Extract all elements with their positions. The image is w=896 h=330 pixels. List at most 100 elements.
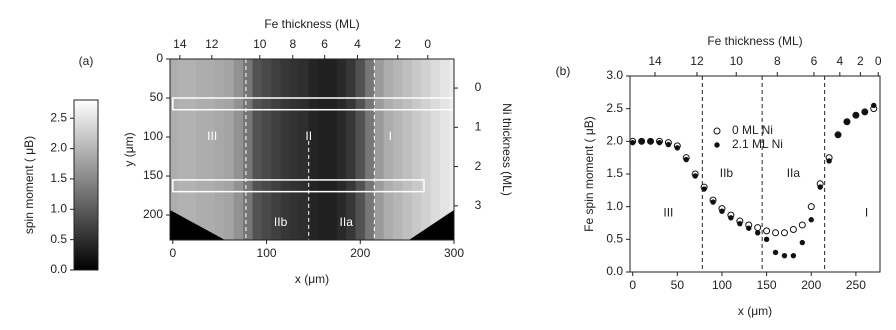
region-label: IIa <box>340 215 354 229</box>
data-point <box>755 231 759 235</box>
region-label: IIa <box>787 166 801 180</box>
data-point <box>639 139 643 143</box>
region-label: III <box>207 129 217 143</box>
data-point <box>781 230 787 236</box>
x2-axis-label: Fe thickness (ML) <box>707 34 802 48</box>
x2-tick-label: 0 <box>875 54 882 68</box>
x2-axis-label: Fe thickness (ML) <box>264 17 359 31</box>
x-tick-label: 150 <box>757 278 777 292</box>
heat-cell <box>374 59 384 240</box>
heat-cell <box>281 59 291 240</box>
plot-frame <box>630 76 880 272</box>
heat-cell <box>224 59 234 240</box>
heat-cell <box>252 59 262 240</box>
data-point <box>729 216 733 220</box>
y-tick-label: 3.0 <box>606 68 623 82</box>
y2-tick-label: 3 <box>475 198 482 212</box>
x2-tick-label: 4 <box>354 37 361 51</box>
x2-tick-label: 14 <box>173 37 187 51</box>
x2-tick-label: 12 <box>205 37 219 51</box>
data-point <box>845 120 849 124</box>
y-tick-label: 50 <box>150 90 164 104</box>
region-label: I <box>389 129 392 143</box>
x-tick-label: 0 <box>169 246 176 260</box>
y-axis-label: y (μm) <box>122 132 136 166</box>
data-point <box>836 133 840 137</box>
legend-label: 2.1 ML Ni <box>732 137 783 151</box>
data-point <box>738 221 742 225</box>
heat-cell <box>290 59 300 240</box>
x-axis-label: x (μm) <box>295 272 329 286</box>
x2-tick-label: 10 <box>730 54 744 68</box>
heat-cell <box>215 59 225 240</box>
x-tick-label: 0 <box>629 278 636 292</box>
heat-cell <box>309 59 319 240</box>
colorbar <box>74 100 98 270</box>
colorbar-tick-label: 2.0 <box>50 141 67 155</box>
panel-label: (b) <box>556 64 571 78</box>
data-point <box>764 228 770 234</box>
colorbar-label: spin moment ( μB) <box>22 136 36 234</box>
y-tick-label: 100 <box>143 129 163 143</box>
heat-cell <box>299 59 309 240</box>
x-tick-label: 50 <box>671 278 685 292</box>
x-tick-label: 300 <box>444 246 464 260</box>
legend-label: 0 ML Ni <box>732 123 773 137</box>
data-point <box>872 103 876 107</box>
heat-cell <box>243 59 253 240</box>
data-point <box>818 185 822 189</box>
data-point <box>773 250 777 254</box>
data-point <box>720 209 724 213</box>
y-tick-label: 150 <box>143 168 163 182</box>
heat-cell <box>346 59 356 240</box>
panel-label: (a) <box>79 54 94 68</box>
heat-cell <box>206 59 216 240</box>
data-point <box>675 146 679 150</box>
colorbar-tick-label: 0.5 <box>50 232 67 246</box>
heat-cell <box>365 59 375 240</box>
data-point <box>666 142 670 146</box>
y-tick-label: 200 <box>143 207 163 221</box>
x-axis-label: x (μm) <box>738 304 772 318</box>
heat-cell <box>271 59 281 240</box>
heat-cell <box>234 59 244 240</box>
heat-cell <box>356 59 366 240</box>
data-point <box>747 226 751 230</box>
y2-tick-label: 1 <box>475 119 482 133</box>
y2-tick-label: 2 <box>475 159 482 173</box>
data-point <box>711 200 715 204</box>
x2-tick-label: 4 <box>836 54 843 68</box>
colorbar-tick-label: 2.5 <box>50 110 67 124</box>
x2-tick-label: 10 <box>253 37 267 51</box>
heat-cell <box>327 59 337 240</box>
data-point <box>773 230 779 236</box>
x2-tick-label: 2 <box>394 37 401 51</box>
region-label: II <box>305 129 312 143</box>
heat-cell <box>440 59 450 240</box>
colorbar-tick-label: 1.0 <box>50 201 67 215</box>
data-point <box>800 240 804 244</box>
heat-cell <box>393 59 403 240</box>
y-tick-label: 1.5 <box>606 166 623 180</box>
y2-tick-label: 0 <box>475 80 482 94</box>
y-tick-label: 0 <box>156 51 163 65</box>
data-point <box>827 159 831 163</box>
data-point <box>791 253 795 257</box>
colorbar-tick-label: 1.5 <box>50 171 67 185</box>
y-tick-label: 2.0 <box>606 134 623 148</box>
data-point <box>764 237 768 241</box>
x2-tick-label: 0 <box>424 37 431 51</box>
x-tick-label: 100 <box>712 278 732 292</box>
legend-marker <box>714 128 720 134</box>
heat-cell <box>337 59 347 240</box>
data-point <box>657 140 661 144</box>
heat-cell <box>384 59 394 240</box>
x-tick-label: 200 <box>801 278 821 292</box>
y-tick-label: 0.0 <box>606 264 623 278</box>
heat-cell <box>412 59 422 240</box>
data-point <box>755 225 761 231</box>
x2-tick-label: 6 <box>811 54 818 68</box>
region-label: IIb <box>720 166 734 180</box>
region-label: III <box>663 205 673 219</box>
y-tick-label: 1.0 <box>606 199 623 213</box>
